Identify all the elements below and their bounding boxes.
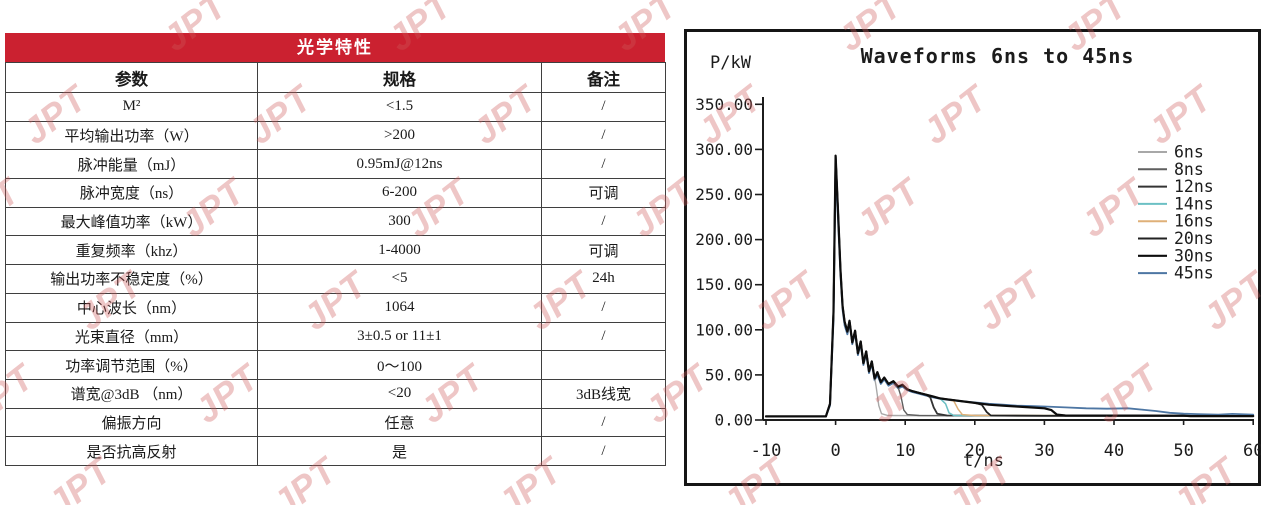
legend-label-12ns: 12ns — [1174, 177, 1214, 196]
y-tick-label: 300.00 — [695, 140, 753, 159]
table-row: 谱宽@3dB （nm） <20 3dB线宽 — [5, 378, 666, 409]
table-row: M² <1.5/ — [5, 92, 666, 122]
spec-table: 参数 规格 备注 M² <1.5/平均输出功率（W） >200/脉冲能量（mJ） 0.… — [5, 62, 666, 466]
legend-label-16ns: 16ns — [1174, 212, 1214, 231]
specification-cell: 1064 — [257, 292, 542, 323]
y-axis-title: P/kW — [710, 53, 751, 73]
spec-table-panel: 光学特性 参数 规格 备注 M² <1.5/平均输出功率（W） >200/脉冲能量（… — [5, 33, 666, 466]
legend-label-20ns: 20ns — [1174, 229, 1214, 248]
parameter-cell: 输出功率不稳定度（%） — [5, 264, 258, 294]
specification-cell: <1.5 — [257, 92, 542, 122]
remark-cell: / — [541, 292, 666, 323]
parameter-cell: 脉冲能量（mJ） — [5, 149, 258, 180]
y-tick-label: 50.00 — [705, 365, 753, 384]
specification-cell: <5 — [257, 264, 542, 294]
table-row: 光束直径（mm） 3±0.5 or 11±1/ — [5, 321, 666, 352]
table-row: 中心波长（nm） 1064/ — [5, 292, 666, 323]
y-tick-label: 350.00 — [695, 95, 753, 114]
specification-cell: 0～100 — [257, 350, 542, 380]
x-tick-label: 60 — [1243, 441, 1261, 461]
table-row: 平均输出功率（W） >200/ — [5, 120, 666, 151]
parameter-cell: 脉冲宽度（ns） — [5, 178, 258, 208]
y-tick-label: 150.00 — [695, 275, 753, 294]
parameter-cell: 功率调节范围（%） — [5, 350, 258, 380]
remark-cell: / — [541, 149, 666, 180]
parameter-cell: M² — [5, 92, 258, 122]
x-axis-title: t/ns — [963, 451, 1004, 471]
waveform-30ns — [764, 154, 1255, 418]
specification-cell: <20 — [257, 378, 542, 409]
specification-cell: 0.95mJ@12ns — [257, 149, 542, 180]
spec-table-header-row: 参数 规格 备注 — [5, 62, 666, 93]
chart-border — [684, 29, 1261, 486]
x-tick-label: 20 — [965, 441, 985, 461]
parameter-cell: 谱宽@3dB （nm） — [5, 378, 258, 409]
specification-cell: 1-4000 — [257, 235, 542, 266]
legend-label-14ns: 14ns — [1174, 194, 1214, 213]
x-tick-label: 0 — [830, 441, 840, 461]
parameter-cell: 是否抗高反射 — [5, 436, 258, 466]
table-row: 偏振方向 任意 / — [5, 407, 666, 438]
remark-cell: 3dB线宽 — [541, 378, 666, 409]
chart-panel: 0.00 50.00 100.00 150.00 200.00 250.00 300.00 3… — [684, 29, 1261, 486]
x-tick-label: 50 — [1173, 441, 1193, 461]
parameter-cell: 偏振方向 — [5, 407, 258, 438]
remark-cell: 可调 — [541, 235, 666, 266]
column-header-specification: 规格 — [257, 62, 542, 93]
remark-cell: / — [541, 436, 666, 466]
parameter-cell: 中心波长（nm） — [5, 292, 258, 323]
table-row: 最大峰值功率（kW） 300/ — [5, 206, 666, 237]
chart-title: Waveforms 6ns to 45ns — [860, 44, 1135, 68]
specification-cell: 任意 — [257, 407, 542, 438]
legend-label-8ns: 8ns — [1174, 160, 1204, 179]
legend-label-6ns: 6ns — [1174, 143, 1204, 162]
table-row: 脉冲能量（mJ） 0.95mJ@12ns / — [5, 149, 666, 180]
remark-cell — [541, 350, 666, 380]
parameter-cell: 平均输出功率（W） — [5, 120, 258, 151]
waveform-chart: 0.00 50.00 100.00 150.00 200.00 250.00 300.00 3… — [684, 29, 1261, 486]
parameter-cell: 重复频率（khz） — [5, 235, 258, 266]
y-tick-label: 200.00 — [695, 230, 753, 249]
remark-cell: 24h — [541, 264, 666, 294]
x-tick-label: 30 — [1034, 441, 1054, 461]
table-row: 输出功率不稳定度（%） <5 24h — [5, 264, 666, 294]
specification-cell: 300 — [257, 206, 542, 237]
parameter-cell: 光束直径（mm） — [5, 321, 258, 352]
remark-cell: / — [541, 407, 666, 438]
table-row: 是否抗高反射是 / — [5, 436, 666, 466]
remark-cell: / — [541, 92, 666, 122]
table-row: 脉冲宽度（ns） 6-200 可调 — [5, 178, 666, 208]
specification-cell: 3±0.5 or 11±1 — [257, 321, 542, 352]
x-tick-label: 10 — [895, 441, 915, 461]
specification-cell: 是 — [257, 436, 542, 466]
y-tick-label: 250.00 — [695, 185, 753, 204]
specification-cell: 6-200 — [257, 178, 542, 208]
column-header-parameter: 参数 — [5, 62, 258, 93]
x-tick-label: 40 — [1104, 441, 1124, 461]
column-header-remark: 备注 — [541, 62, 666, 93]
legend-label-45ns: 45ns — [1174, 264, 1214, 283]
table-row: 功率调节范围（%） 0～100 — [5, 350, 666, 380]
parameter-cell: 最大峰值功率（kW） — [5, 206, 258, 237]
legend-label-30ns: 30ns — [1174, 246, 1214, 265]
table-row: 重复频率（khz） 1-4000 可调 — [5, 235, 666, 266]
y-tick-label: 0.00 — [714, 411, 753, 430]
specification-cell: >200 — [257, 120, 542, 151]
remark-cell: / — [541, 206, 666, 237]
y-tick-label: 100.00 — [695, 320, 753, 339]
remark-cell: / — [541, 321, 666, 352]
spec-table-title: 光学特性 — [5, 33, 665, 62]
x-tick-label: -10 — [751, 441, 782, 461]
remark-cell: / — [541, 120, 666, 151]
remark-cell: 可调 — [541, 178, 666, 208]
